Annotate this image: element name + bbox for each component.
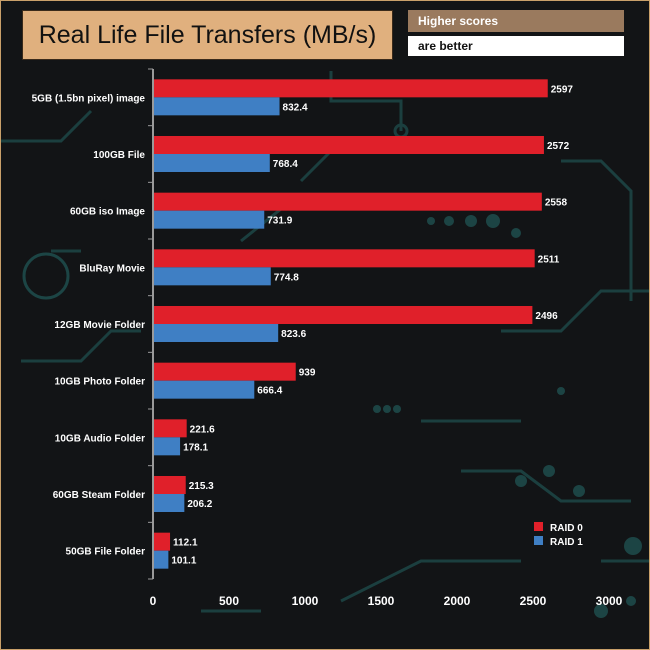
x-tick-label: 1000: [292, 594, 319, 608]
category-label: 10GB Photo Folder: [54, 377, 145, 388]
data-label: 832.4: [283, 102, 308, 113]
x-tick-label: 500: [219, 594, 239, 608]
bar-raid-0: [154, 476, 186, 494]
data-label: 731.9: [267, 216, 292, 227]
category-label: 10GB Audio Folder: [55, 433, 145, 444]
bar-raid-1: [154, 97, 280, 116]
bar-raid-1: [154, 494, 185, 512]
bar-raid-1: [154, 210, 265, 229]
category-label: 5GB (1.5bn pixel) image: [32, 93, 146, 104]
data-label: 2572: [547, 141, 570, 152]
data-label: 666.4: [257, 386, 282, 397]
data-label: 823.6: [281, 329, 306, 340]
category-label: 12GB Movie Folder: [54, 320, 145, 331]
bar-raid-1: [154, 267, 271, 286]
data-label: 178.1: [183, 442, 208, 453]
category-label: BluRay Movie: [79, 263, 145, 274]
data-label: 768.4: [273, 159, 298, 170]
data-label: 2496: [535, 311, 558, 322]
x-tick-label: 2500: [520, 594, 547, 608]
bar-raid-1: [154, 154, 270, 172]
data-label: 2558: [545, 198, 568, 209]
bar-raid-0: [154, 249, 535, 268]
legend-swatch-raid-1: [534, 536, 543, 545]
data-label: 2597: [551, 84, 574, 95]
bar-raid-1: [154, 550, 169, 569]
x-tick-label: 2000: [444, 594, 471, 608]
bar-raid-0: [154, 306, 533, 324]
higher-scores-badge: Higher scores: [408, 10, 624, 32]
data-label: 101.1: [171, 556, 196, 567]
bar-raid-0: [154, 362, 296, 381]
are-better-badge: are better: [408, 36, 624, 56]
data-label: 939: [299, 368, 316, 379]
bar-raid-0: [154, 192, 542, 211]
chart-title: Real Life File Transfers (MB/s): [22, 10, 393, 60]
bar-raid-0: [154, 532, 171, 551]
data-label: 215.3: [189, 481, 214, 492]
bar-raid-1: [154, 437, 181, 456]
bar-raid-0: [154, 79, 548, 98]
data-label: 774.8: [274, 272, 299, 283]
bar-raid-1: [154, 324, 279, 342]
data-label: 221.6: [190, 424, 215, 435]
legend-swatch-raid-0: [534, 522, 543, 531]
data-label: 206.2: [187, 499, 212, 510]
category-label: 60GB iso Image: [70, 207, 145, 218]
legend-label: RAID 1: [550, 537, 583, 548]
category-label: 50GB File Folder: [66, 547, 146, 558]
category-label: 60GB Steam Folder: [53, 490, 145, 501]
bar-raid-0: [154, 419, 187, 438]
category-label: 100GB File: [93, 150, 145, 161]
bar-raid-0: [154, 136, 544, 154]
x-tick-label: 3000: [596, 594, 623, 608]
bar-raid-1: [154, 380, 255, 399]
x-tick-label: 1500: [368, 594, 395, 608]
x-tick-label: 0: [150, 594, 157, 608]
legend-label: RAID 0: [550, 523, 583, 534]
data-label: 2511: [538, 254, 560, 265]
data-label: 112.1: [173, 538, 198, 549]
